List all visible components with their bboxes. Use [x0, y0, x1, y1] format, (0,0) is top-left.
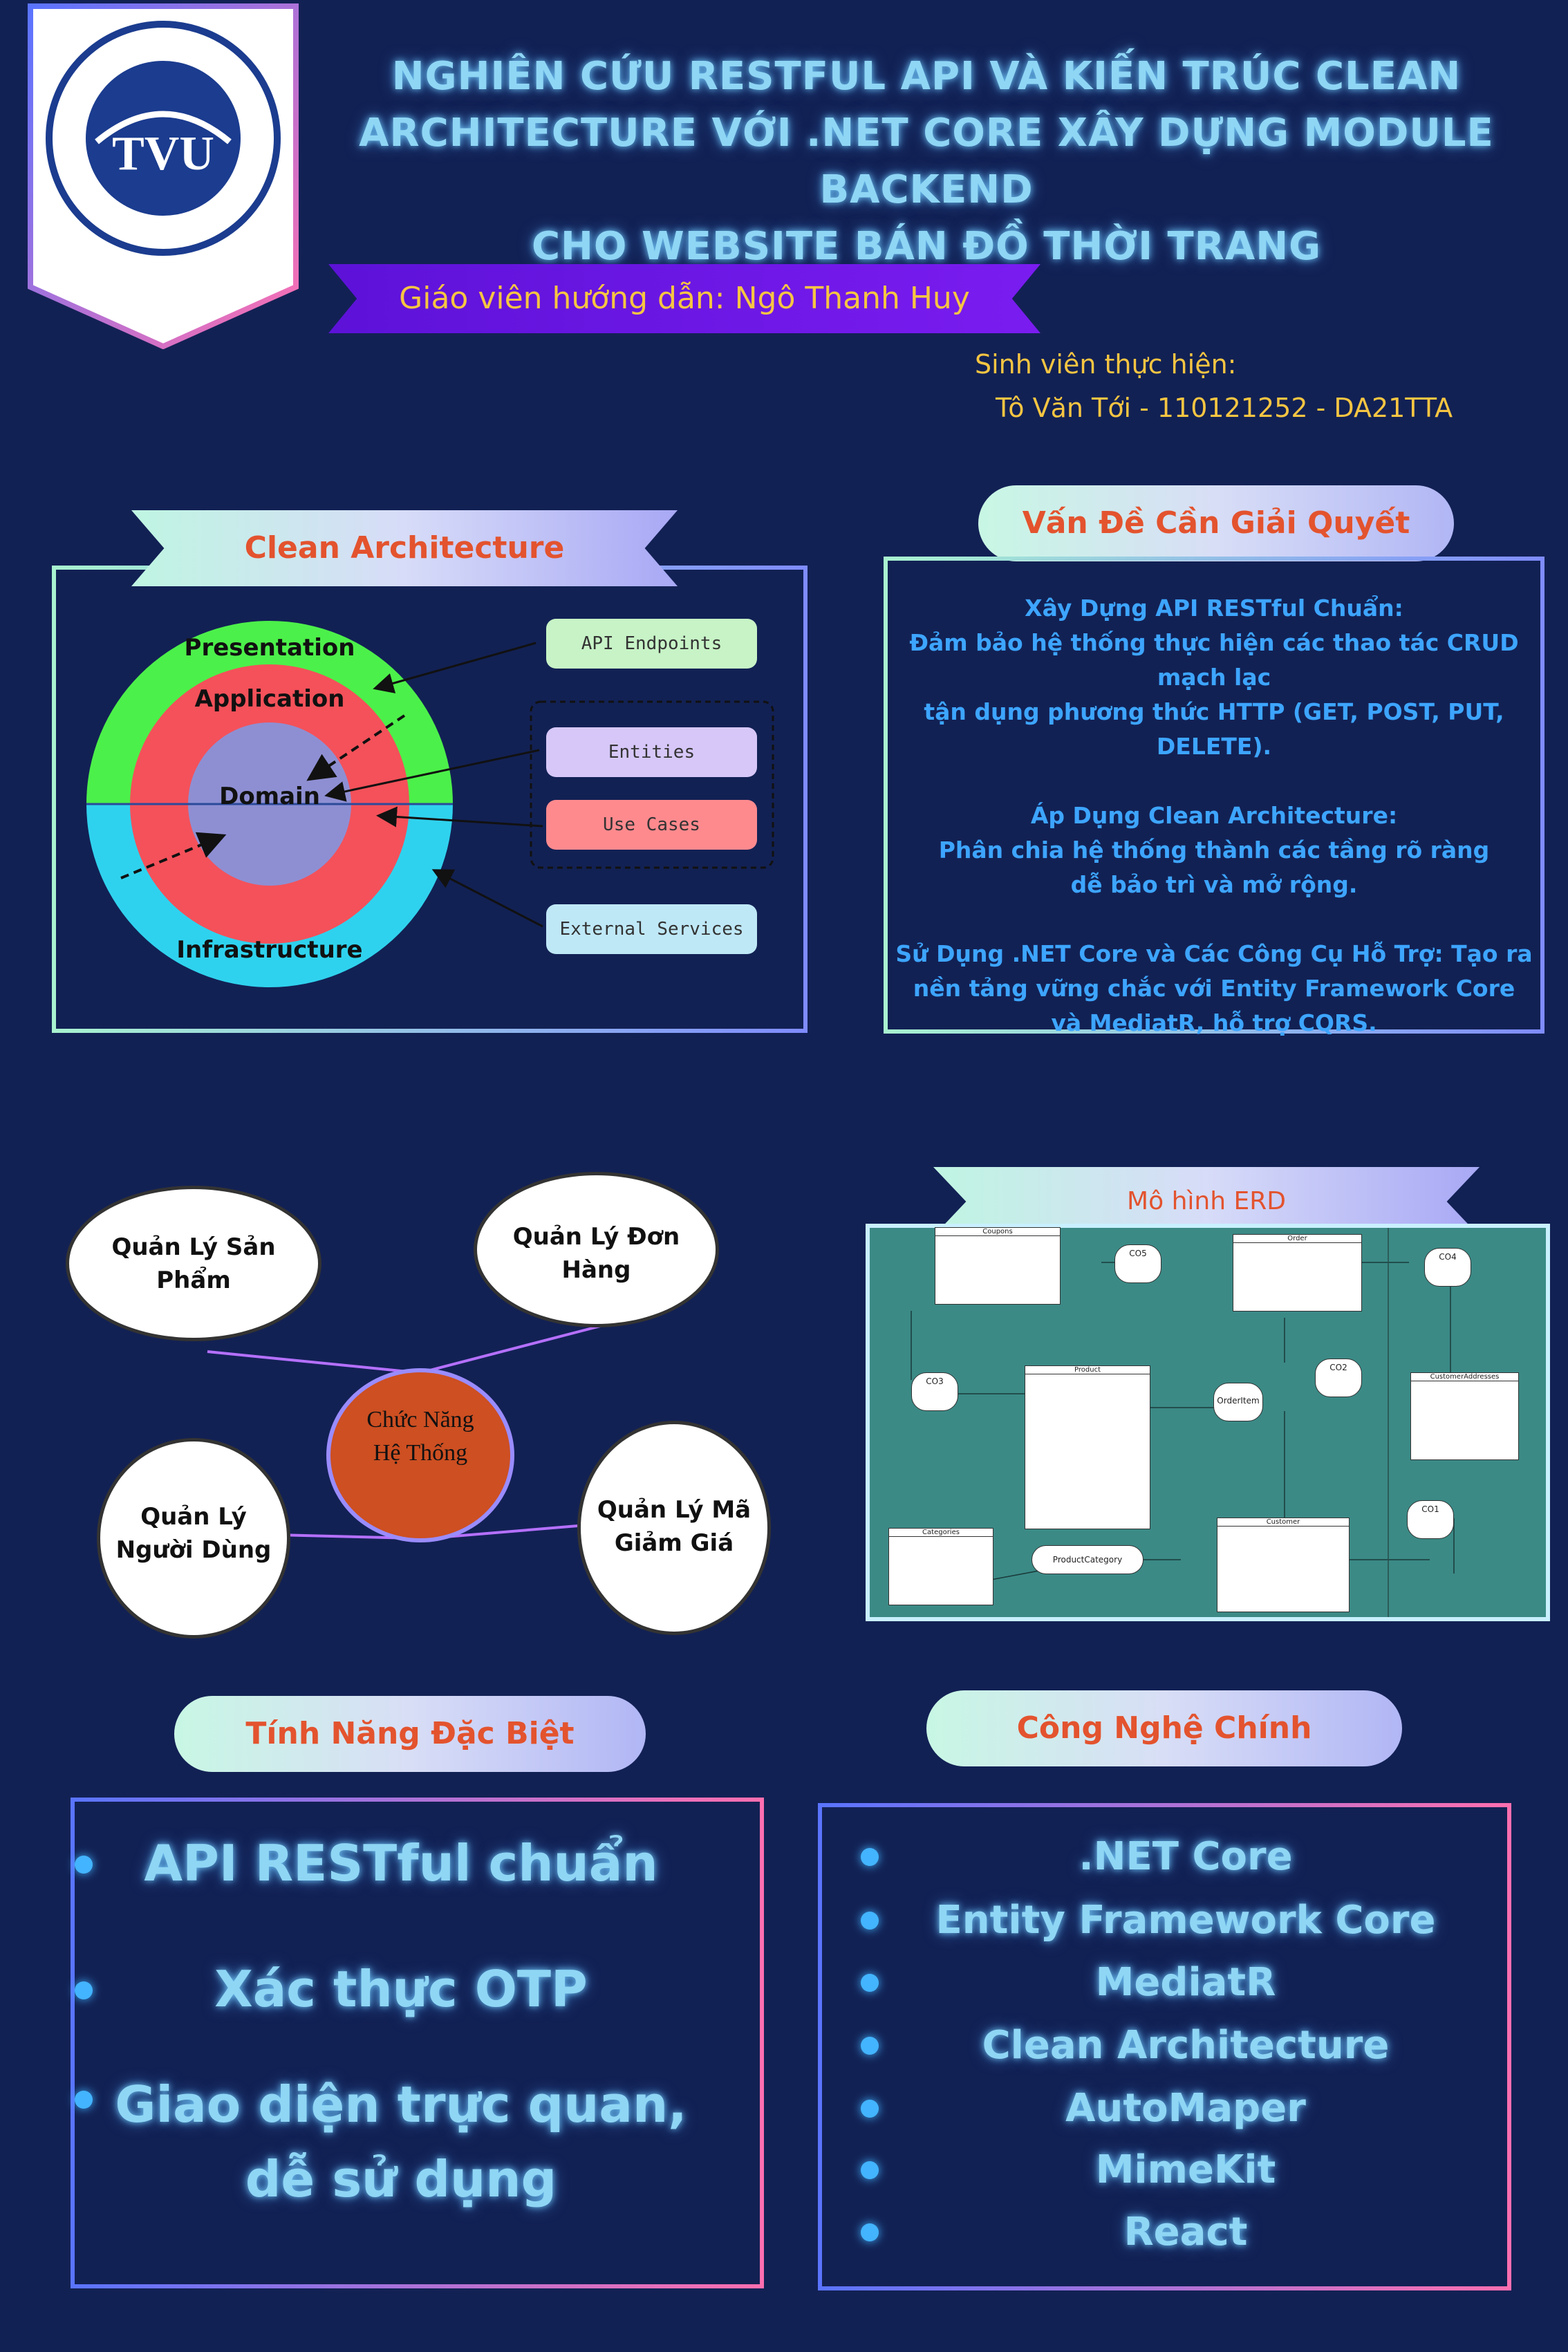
features-pill [174, 1696, 646, 1772]
tech-bullet-2 [861, 1912, 879, 1930]
tech-bullet-7 [861, 2223, 879, 2241]
erd-rel-productcategory: ProductCategory [1032, 1545, 1144, 1574]
function-connectors [207, 1323, 609, 1540]
erd-entity-customer: Customer [1217, 1518, 1350, 1612]
tech-bullet-5 [861, 2100, 879, 2118]
problem-pill [978, 485, 1454, 561]
tech-bullet-6 [861, 2161, 879, 2179]
problem-heading: Vấn Đề Cần Giải Quyết [1022, 505, 1410, 541]
title-line-1: NGHIÊN CỨU RESTFUL API VÀ KIẾN TRÚC CLEA… [391, 54, 1462, 99]
problem-frame [884, 557, 1544, 1034]
tech-item-1: .NET Core [1079, 1834, 1293, 1879]
university-logo: TVU [28, 3, 299, 350]
tech-bullet-3 [861, 1974, 879, 1992]
cloud-coupon [581, 1424, 767, 1632]
tech-item-2: Entity Framework Core [935, 1898, 1436, 1943]
supervisor-banner [328, 264, 1040, 333]
clean-arch-diagram: Presentation Application Domain Infrastr… [86, 621, 774, 987]
cloud-user-label: Quản Lý Người Dùng [115, 1503, 272, 1564]
erd-entity-order: Order [1233, 1234, 1362, 1312]
chip-use-cases: Use Cases [546, 800, 757, 850]
erd-entity-coupons: Coupons [935, 1227, 1061, 1305]
erd-rel-orderitem: OrderItem [1213, 1383, 1263, 1421]
cloud-order [477, 1175, 716, 1324]
tech-heading: Công Nghệ Chính [1016, 1710, 1312, 1746]
feature-item-1: API RESTful chuẩn [144, 1834, 658, 1892]
erd-entity-categories: Categories [888, 1528, 993, 1605]
features-frame [71, 1798, 764, 2288]
erd-rel-co5: CO5 [1114, 1244, 1161, 1283]
tech-item-4: Clean Architecture [982, 2023, 1390, 2068]
layer-domain: Domain [219, 783, 320, 810]
cloud-order-label: Quản Lý Đơn Hàng [512, 1223, 680, 1284]
cloud-product [69, 1189, 318, 1338]
chip-api-endpoints: API Endpoints [546, 619, 757, 669]
cloud-coupon-label: Quản Lý Mã Giảm Giá [597, 1496, 752, 1557]
student-name: Tô Văn Tới - 110121252 - DA21TTA [996, 393, 1453, 423]
cloud-product-label: Quản Lý Sản Phẩm [111, 1233, 276, 1294]
tech-item-3: MediatR [1095, 1960, 1276, 2005]
erd-entity-product: Product [1025, 1365, 1150, 1529]
svg-text:TVU: TVU [112, 127, 214, 180]
chip-external-services: External Services [546, 904, 757, 954]
feature-bullet-1 [75, 1856, 93, 1874]
tech-item-7: React [1123, 2210, 1248, 2255]
tech-bullet-4 [861, 2037, 879, 2055]
cloud-user [100, 1441, 287, 1635]
erd-entity-customer-addresses: CustomerAddresses [1410, 1372, 1519, 1460]
feature-item-3: Giao diện trực quan, dễ sử dụng [115, 2075, 687, 2208]
features-heading: Tính Năng Đặc Biệt [245, 1716, 575, 1751]
erd-rel-co2: CO2 [1315, 1359, 1362, 1397]
problem-text: Xây Dựng API RESTful Chuẩn: Đảm bảo hệ th… [895, 595, 1533, 1036]
clean-arch-heading: Clean Architecture [244, 530, 565, 566]
student-label: Sinh viên thực hiện: [975, 349, 1237, 380]
feature-bullet-2 [75, 1981, 93, 1999]
tech-item-6: MimeKit [1095, 2147, 1276, 2192]
tech-item-5: AutoMaper [1065, 2086, 1306, 2131]
chip-entities: Entities [546, 727, 757, 777]
clean-arch-ribbon [131, 510, 678, 586]
erd-rel-co4: CO4 [1424, 1248, 1471, 1287]
title-line-3: CHO WEBSITE BÁN ĐỒ THỜI TRANG [531, 224, 1322, 269]
layer-application: Application [195, 685, 345, 713]
erd-heading: Mô hình ERD [1127, 1187, 1286, 1215]
supervisor-text: Giáo viên hướng dẫn: Ngô Thanh Huy [399, 281, 970, 316]
function-center-label: Chức Năng Hệ Thống [366, 1407, 474, 1466]
erd-rel-co1: CO1 [1407, 1500, 1454, 1539]
tech-pill [926, 1690, 1402, 1766]
tech-bullet-1 [861, 1848, 879, 1866]
title-line-2: ARCHITECTURE VỚI .NET CORE XÂY DỰNG MODU… [359, 111, 1494, 212]
erd-rel-co3: CO3 [911, 1372, 958, 1411]
feature-bullet-3 [75, 2091, 93, 2109]
feature-item-2: Xác thực OTP [214, 1960, 588, 2018]
poster-title: NGHIÊN CỨU RESTFUL API VÀ KIẾN TRÚC CLEA… [297, 48, 1556, 275]
layer-infrastructure: Infrastructure [176, 936, 362, 964]
tech-frame [818, 1803, 1511, 2290]
layer-presentation: Presentation [185, 634, 355, 662]
function-center [330, 1372, 510, 1538]
